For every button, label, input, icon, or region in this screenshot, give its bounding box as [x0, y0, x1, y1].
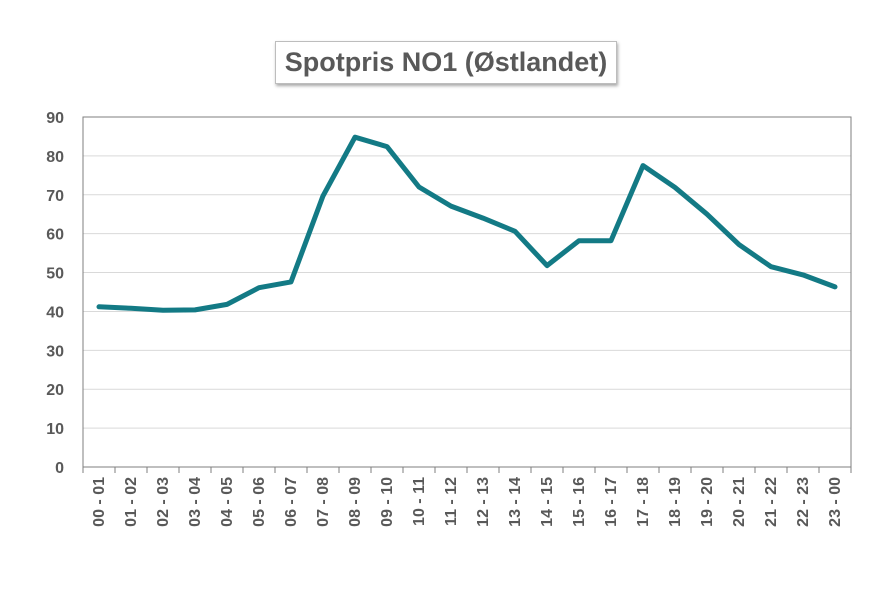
x-tick-label: 03 - 04 — [187, 477, 204, 527]
x-tick-label: 00 - 01 — [91, 477, 108, 527]
x-tick-label: 22 - 23 — [795, 477, 812, 527]
x-tick-label: 19 - 20 — [699, 477, 716, 527]
x-tick-label: 11 - 12 — [443, 477, 460, 526]
x-tick-label: 04 - 05 — [219, 477, 236, 527]
y-tick-label: 0 — [55, 460, 64, 477]
x-tick-label: 01 - 02 — [123, 477, 140, 527]
gridlines — [83, 155, 851, 429]
series-line — [96, 134, 838, 313]
x-tick-label: 07 - 08 — [315, 477, 332, 527]
x-tick-label: 21 - 22 — [763, 477, 780, 527]
y-tick-label: 20 — [46, 382, 64, 399]
series-group — [96, 134, 838, 313]
y-tick-label: 80 — [46, 149, 64, 166]
chart-title: Spotpris NO1 (Østlandet) — [275, 41, 617, 84]
y-tick-label: 30 — [46, 343, 64, 360]
y-tick-label: 50 — [46, 266, 64, 283]
x-tick-label: 15 - 16 — [571, 477, 588, 527]
x-tick-label: 14 - 15 — [539, 477, 556, 527]
x-tick-label: 23 - 00 — [827, 477, 844, 527]
plot-area-border — [82, 116, 852, 468]
x-tick-label: 16 - 17 — [603, 477, 620, 527]
x-tick-label: 10 - 11 — [411, 477, 428, 526]
x-tick-label: 09 - 10 — [379, 477, 396, 527]
x-tick-label: 12 - 13 — [475, 477, 492, 527]
x-tick-label: 17 - 18 — [635, 477, 652, 527]
y-tick-label: 60 — [46, 227, 64, 244]
y-tick-label: 10 — [46, 421, 64, 438]
y-tick-label: 40 — [46, 304, 64, 321]
y-tick-label: 90 — [46, 110, 64, 127]
x-tick-label: 02 - 03 — [155, 477, 172, 527]
x-axis: 00 - 01 01 - 02 02 - 03 03 - 04 04 - 05 05 - … — [82, 467, 852, 527]
y-axis-tick-labels: 0 10 20 30 40 50 60 70 80 90 — [46, 110, 64, 477]
y-tick-label: 70 — [46, 188, 64, 205]
x-tick-label: 06 - 07 — [283, 477, 300, 527]
x-tick-label: 13 - 14 — [507, 477, 524, 527]
x-tick-label: 05 - 06 — [251, 477, 268, 527]
x-tick-label: 18 - 19 — [667, 477, 684, 527]
x-tick-label: 08 - 09 — [347, 477, 364, 527]
x-tick-label: 20 - 21 — [731, 477, 748, 527]
